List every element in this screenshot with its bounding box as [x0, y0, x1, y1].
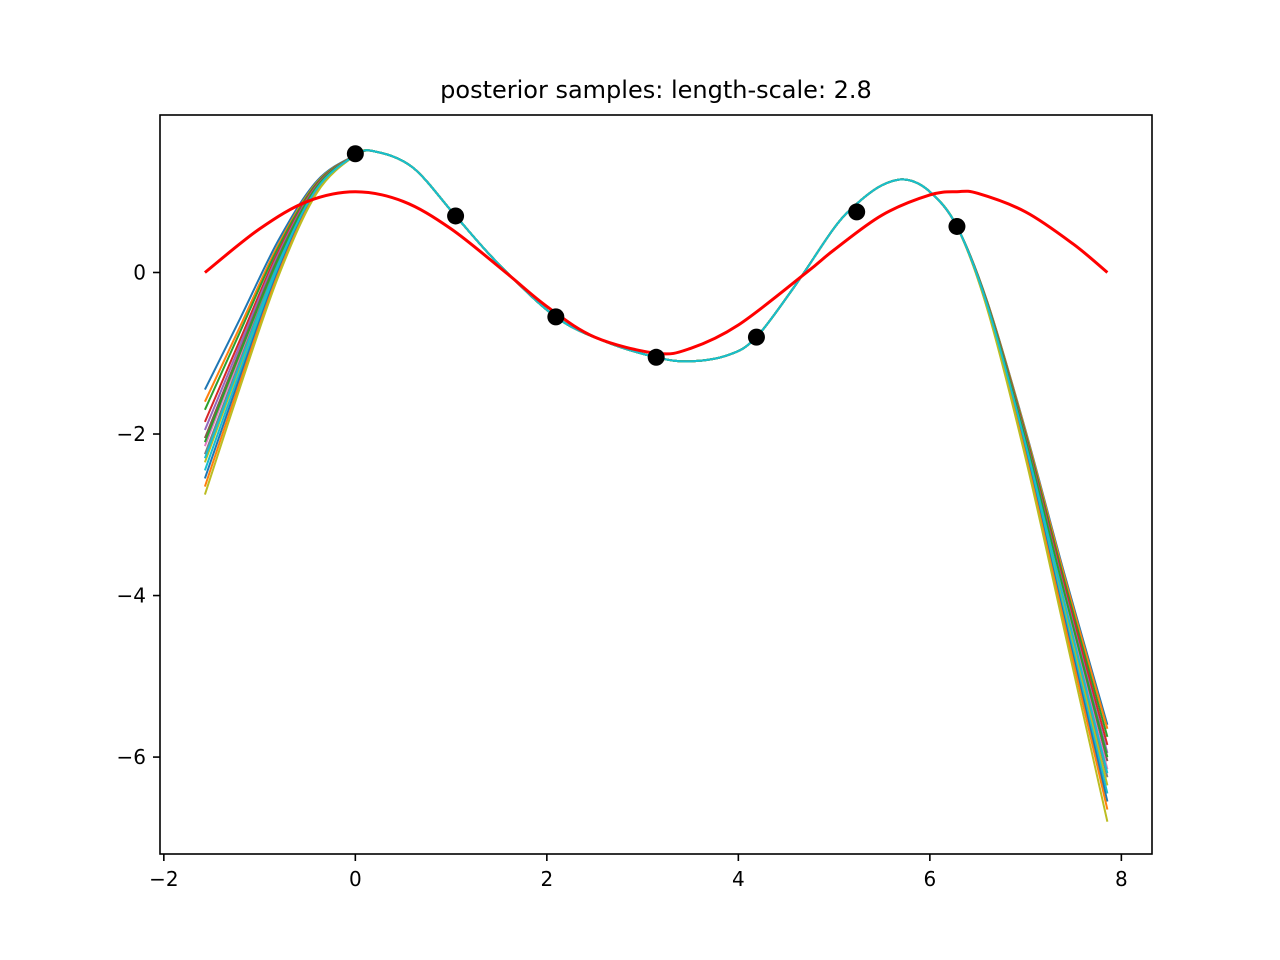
x-tick-label: 8 — [1115, 867, 1128, 891]
x-tick-label: 4 — [732, 867, 745, 891]
observation-point — [647, 348, 665, 366]
y-tick-label: −6 — [117, 745, 146, 769]
chart-title: posterior samples: length-scale: 2.8 — [440, 76, 872, 104]
observation-point — [547, 308, 565, 326]
x-tick-label: 2 — [540, 867, 553, 891]
y-tick-label: 0 — [133, 260, 146, 284]
y-tick-label: −2 — [117, 422, 146, 446]
axes-frame — [159, 114, 1153, 855]
y-axis: 0 −2 −4 −6 — [117, 260, 160, 769]
x-axis: −2 0 2 4 6 8 — [149, 854, 1128, 891]
observation-point — [848, 203, 866, 221]
x-tick-label: 6 — [923, 867, 936, 891]
observation-point — [948, 217, 966, 235]
plot-area — [203, 145, 1109, 822]
observation-point — [747, 328, 765, 346]
observation-point — [447, 207, 465, 225]
observation-point — [346, 145, 364, 163]
x-tick-label: 0 — [349, 867, 362, 891]
y-tick-label: −4 — [117, 584, 146, 608]
true-function-line — [203, 189, 1109, 356]
x-tick-label: −2 — [149, 867, 178, 891]
